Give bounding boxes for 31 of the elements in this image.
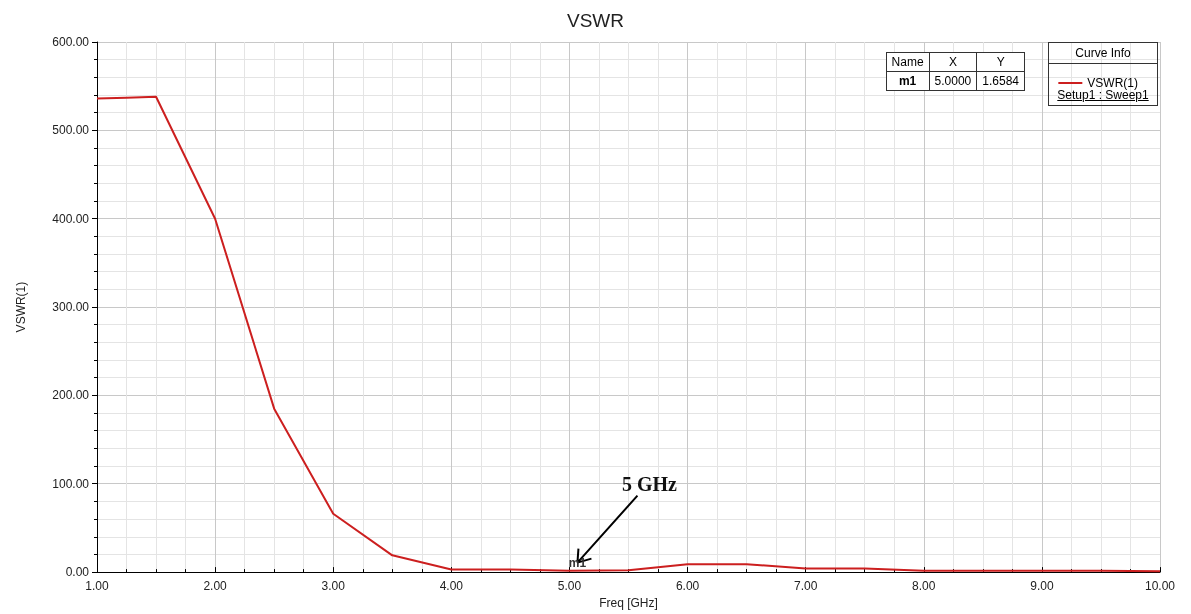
y-tick-label: 200.00: [52, 388, 90, 403]
annotation: X: [929, 52, 977, 72]
annotation: 5 GHz: [621, 472, 678, 495]
x-tick-label: 3.00: [321, 579, 346, 594]
x-tick-label: 2.00: [203, 579, 228, 594]
x-tick-label: 5.00: [557, 579, 582, 594]
legend-title: Curve Info: [1049, 43, 1157, 64]
annotation: Name: [886, 52, 930, 72]
chart-title: VSWR: [567, 10, 624, 31]
y-tick-label: 500.00: [52, 123, 90, 138]
x-tick-label: 6.00: [675, 579, 700, 594]
annotation: 1.6584: [976, 71, 1025, 91]
y-tick-label: 400.00: [52, 211, 90, 226]
annotation: m1: [886, 71, 930, 91]
annotation: Y: [976, 52, 1025, 72]
y-tick-label: 300.00: [52, 300, 90, 315]
annotation: m1: [568, 555, 587, 570]
annotation: 5.0000: [929, 71, 977, 91]
y-tick-label: 100.00: [52, 476, 90, 491]
x-tick-label: 9.00: [1030, 579, 1054, 594]
x-tick-label: 10.00: [1144, 579, 1176, 594]
x-tick-label: 8.00: [912, 579, 936, 594]
x-tick-label: 4.00: [439, 579, 464, 594]
y-tick-label: 600.00: [52, 35, 90, 49]
x-tick-label: 1.00: [85, 579, 109, 594]
x-tick-label: 7.00: [793, 579, 818, 594]
y-tick-label: 0.00: [65, 565, 90, 580]
annotation: Setup1 : Sweep1: [1056, 88, 1150, 102]
y-axis-title: VSWR(1): [14, 281, 28, 333]
x-axis-title: Freq [GHz]: [599, 596, 658, 610]
legend-label: VSWR(1): [1087, 76, 1139, 90]
